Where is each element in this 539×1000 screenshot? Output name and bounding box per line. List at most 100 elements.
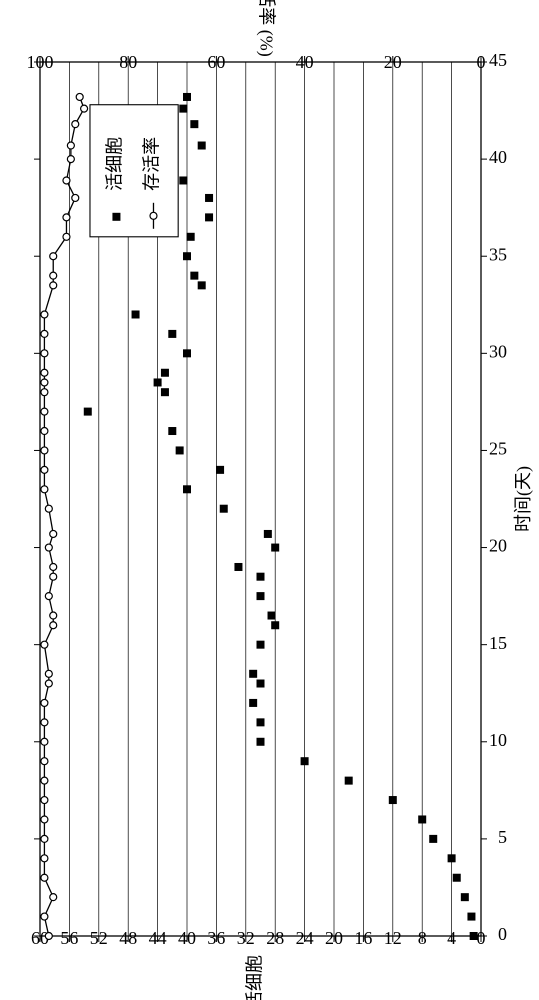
yR-tick-label: 40 — [296, 52, 314, 72]
viability-point — [72, 194, 79, 201]
x-tick-label: 45 — [489, 50, 507, 70]
viable-cells-point — [205, 213, 213, 221]
viability-point — [41, 447, 48, 454]
viability-point — [50, 612, 57, 619]
yR-tick-label: 0 — [477, 52, 486, 72]
x-tick-label: 25 — [489, 439, 507, 459]
viable-cells-point — [154, 378, 162, 386]
yL-tick-label: 12 — [384, 928, 402, 948]
viability-point — [41, 389, 48, 396]
viability-point — [72, 121, 79, 128]
yL-tick-label: 32 — [237, 928, 255, 948]
viability-point — [41, 816, 48, 823]
viable-cells-point — [257, 738, 265, 746]
viability-point — [50, 272, 57, 279]
x-tick-label: 40 — [489, 147, 507, 167]
viability-point — [67, 156, 74, 163]
viability-point — [41, 330, 48, 337]
viable-cells-point — [179, 105, 187, 113]
viability-point — [41, 486, 48, 493]
viability-point — [67, 142, 74, 149]
viable-cells-point — [234, 563, 242, 571]
dual-axis-chart: 051015202530354045时间(天)04812162024283236… — [0, 0, 539, 1000]
viability-point — [41, 369, 48, 376]
viable-cells-point — [132, 310, 140, 318]
x-axis-title: 时间(天) — [513, 466, 534, 532]
viable-cells-point — [453, 874, 461, 882]
viable-cells-point — [168, 427, 176, 435]
viability-point — [76, 93, 83, 100]
x-tick-label: 0 — [498, 924, 507, 944]
viable-cells-point — [249, 670, 257, 678]
yL-tick-label: 40 — [178, 928, 196, 948]
viable-cells-point — [187, 233, 195, 241]
viable-cells-point — [183, 349, 191, 357]
legend-marker-square — [112, 213, 120, 221]
yL-tick-label: 24 — [296, 928, 314, 948]
viable-cells-point — [205, 194, 213, 202]
legend-label-1: 存活率 — [142, 137, 162, 191]
viability-point — [50, 894, 57, 901]
viable-cells-point — [198, 142, 206, 150]
viable-cells-point — [176, 446, 184, 454]
viable-cells-point — [418, 815, 426, 823]
viability-point — [41, 428, 48, 435]
viability-point — [63, 214, 70, 221]
viable-cells-point — [179, 176, 187, 184]
viability-point — [50, 563, 57, 570]
chart-rotated-group: 051015202530354045时间(天)04812162024283236… — [27, 0, 535, 1000]
viability-point — [50, 530, 57, 537]
chart-container: 051015202530354045时间(天)04812162024283236… — [0, 0, 539, 1000]
viable-cells-point — [264, 530, 272, 538]
viability-point — [45, 593, 52, 600]
x-tick-label: 35 — [489, 244, 507, 264]
viable-cells-point — [249, 699, 257, 707]
viable-cells-point — [257, 680, 265, 688]
viable-cells-point — [470, 932, 478, 940]
yL-tick-label: 48 — [119, 928, 137, 948]
yL-tick-label: 8 — [418, 928, 427, 948]
viability-point — [45, 680, 52, 687]
yL-tick-label: 56 — [60, 928, 78, 948]
yL-tick-label: 4 — [447, 928, 456, 948]
viability-point — [41, 777, 48, 784]
viability-point — [41, 311, 48, 318]
viable-cells-point — [198, 281, 206, 289]
viability-point — [50, 282, 57, 289]
viability-point — [45, 544, 52, 551]
yR-tick-label: 100 — [27, 52, 54, 72]
y-right-title: 存活率 (%) — [256, 0, 277, 57]
viability-point — [41, 874, 48, 881]
viable-cells-point — [183, 485, 191, 493]
viability-point — [41, 835, 48, 842]
yL-tick-label: 44 — [149, 928, 167, 948]
viability-point — [41, 379, 48, 386]
yR-tick-label: 60 — [207, 52, 225, 72]
viability-point — [50, 573, 57, 580]
viable-cells-point — [220, 505, 228, 513]
viable-cells-point — [161, 388, 169, 396]
x-tick-label: 5 — [498, 827, 507, 847]
yR-tick-label: 20 — [384, 52, 402, 72]
viable-cells-point — [190, 120, 198, 128]
viability-point — [45, 933, 52, 940]
viability-point — [41, 408, 48, 415]
viable-cells-point — [183, 252, 191, 260]
viability-point — [41, 350, 48, 357]
viable-cells-point — [183, 93, 191, 101]
viable-cells-point — [461, 893, 469, 901]
viable-cells-point — [190, 272, 198, 280]
viability-point — [50, 253, 57, 260]
legend-marker-circle — [150, 212, 157, 219]
yL-tick-label: 36 — [207, 928, 225, 948]
viability-point — [41, 758, 48, 765]
viable-cells-point — [257, 641, 265, 649]
viable-cells-point — [389, 796, 397, 804]
y-left-title: 活细胞 — [245, 955, 265, 1000]
viability-point — [41, 466, 48, 473]
viability-point — [45, 505, 52, 512]
viable-cells-point — [168, 330, 176, 338]
viable-cells-point — [429, 835, 437, 843]
yR-tick-label: 80 — [119, 52, 137, 72]
x-tick-label: 30 — [489, 341, 507, 361]
